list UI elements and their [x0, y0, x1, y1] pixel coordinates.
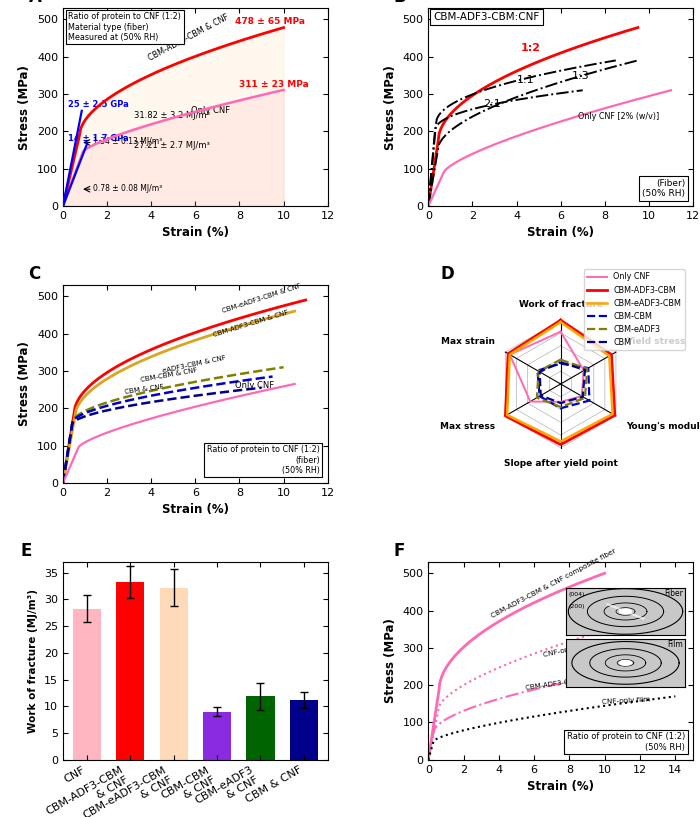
X-axis label: Strain (%): Strain (%) — [527, 226, 594, 239]
Text: CBM & CNF: CBM & CNF — [125, 384, 164, 395]
Bar — [203, 712, 231, 760]
Text: E: E — [20, 542, 32, 560]
Text: 1:2: 1:2 — [521, 43, 541, 53]
X-axis label: Strain (%): Strain (%) — [527, 780, 594, 793]
Text: CNF-only film: CNF-only film — [601, 696, 650, 705]
Text: 14 ± 1.7 GPa: 14 ± 1.7 GPa — [68, 134, 129, 143]
Bar — [116, 583, 144, 760]
X-axis label: Strain (%): Strain (%) — [162, 503, 229, 516]
Text: C: C — [29, 266, 41, 283]
Text: 311 ± 23 MPa: 311 ± 23 MPa — [239, 79, 309, 88]
Text: 1:3: 1:3 — [572, 71, 589, 81]
Text: Work of fracture: Work of fracture — [519, 300, 603, 309]
Text: 25 ± 2.5 GPa: 25 ± 2.5 GPa — [68, 100, 129, 109]
Text: 1:1: 1:1 — [517, 75, 534, 85]
Bar — [246, 696, 274, 760]
Bar — [160, 587, 188, 760]
Text: 31.82 ± 3.2 MJ/m³: 31.82 ± 3.2 MJ/m³ — [134, 111, 209, 120]
Text: 0.78 ± 0.08 MJ/m³: 0.78 ± 0.08 MJ/m³ — [93, 184, 162, 193]
Legend: Only CNF, CBM-ADF3-CBM, CBM-eADF3-CBM, CBM-CBM, CBM-eADF3, CBM: Only CNF, CBM-ADF3-CBM, CBM-eADF3-CBM, C… — [584, 270, 685, 350]
Y-axis label: Stress (MPa): Stress (MPa) — [18, 65, 32, 150]
Bar — [290, 700, 318, 760]
Y-axis label: Stress (MPa): Stress (MPa) — [18, 342, 32, 426]
Text: 1.34 ± 0.13 MJ/m³: 1.34 ± 0.13 MJ/m³ — [93, 137, 162, 146]
Text: CBM-ADF3-CBM & CNF composite fiber: CBM-ADF3-CBM & CNF composite fiber — [490, 547, 617, 619]
Text: CBM-CBM & CNF: CBM-CBM & CNF — [140, 367, 198, 383]
Text: 2:1: 2:1 — [484, 99, 501, 109]
Text: Yield stress: Yield stress — [626, 337, 685, 346]
Y-axis label: Stress (MPa): Stress (MPa) — [384, 65, 397, 150]
Text: A: A — [29, 0, 41, 7]
Text: Only CNF: Only CNF — [191, 105, 230, 114]
Bar — [73, 609, 101, 760]
Text: CBM-eADF3-CBM & CNF: CBM-eADF3-CBM & CNF — [222, 283, 302, 314]
Text: B: B — [394, 0, 407, 7]
Text: Max strain: Max strain — [442, 337, 496, 346]
Text: D: D — [440, 266, 454, 283]
Text: Max stress: Max stress — [440, 422, 496, 431]
Text: Ratio of protein to CNF (1:2)
(fiber)
(50% RH): Ratio of protein to CNF (1:2) (fiber) (5… — [207, 445, 320, 475]
Text: Only CNF: Only CNF — [235, 381, 274, 390]
Text: (Fiber)
(50% RH): (Fiber) (50% RH) — [642, 179, 685, 198]
Y-axis label: Work of fracture (MJ/m³): Work of fracture (MJ/m³) — [29, 589, 38, 733]
Text: F: F — [394, 542, 405, 560]
Text: CBM-ADF3-CBM & CNF: CBM-ADF3-CBM & CNF — [213, 310, 290, 338]
Text: CBM-ADF3-CBM:CNF: CBM-ADF3-CBM:CNF — [433, 12, 540, 22]
Text: CBM-ADF3-CBM & CNF composite film: CBM-ADF3-CBM & CNF composite film — [526, 667, 657, 690]
Text: 478 ± 65 MPa: 478 ± 65 MPa — [235, 17, 305, 26]
Text: Young's modulus: Young's modulus — [626, 422, 700, 431]
Text: Ratio of protein to CNF (1:2)
Material type (fiber)
Measured at (50% RH): Ratio of protein to CNF (1:2) Material t… — [69, 12, 181, 42]
Text: Ratio of protein to CNF (1:2)
(50% RH): Ratio of protein to CNF (1:2) (50% RH) — [567, 733, 685, 752]
Text: CBM-ADF3-CBM & CNF: CBM-ADF3-CBM & CNF — [147, 12, 230, 62]
Text: Slope after yield point: Slope after yield point — [504, 459, 617, 468]
Text: Only CNF [2% (w/v)]: Only CNF [2% (w/v)] — [578, 113, 659, 122]
X-axis label: Strain (%): Strain (%) — [162, 226, 229, 239]
Text: eADF3-CBM & CNF: eADF3-CBM & CNF — [162, 355, 227, 374]
Text: 27.21 ± 2.7 MJ/m³: 27.21 ± 2.7 MJ/m³ — [134, 141, 209, 150]
Text: CNF-only fiber: CNF-only fiber — [543, 641, 594, 659]
Y-axis label: Stress (MPa): Stress (MPa) — [384, 618, 397, 703]
